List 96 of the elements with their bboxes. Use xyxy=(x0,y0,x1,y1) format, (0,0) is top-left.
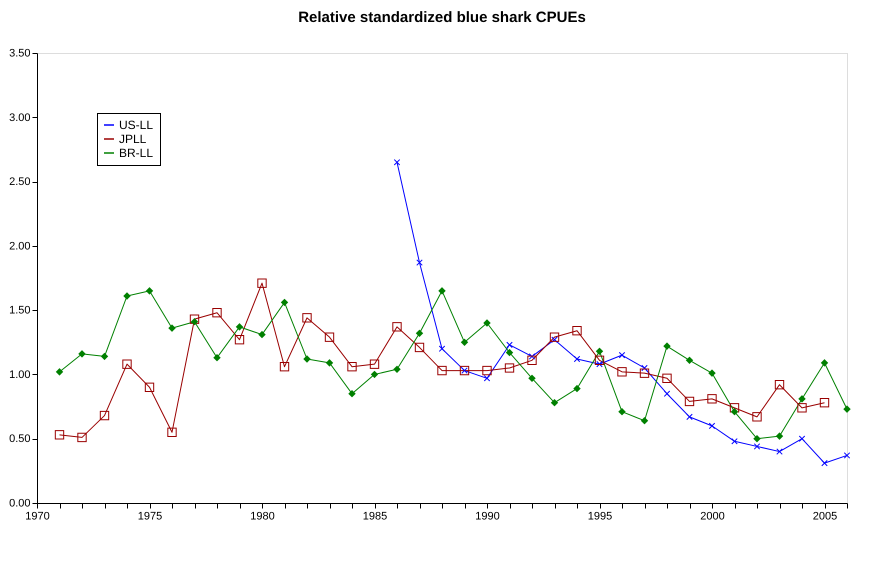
point xyxy=(664,390,670,397)
y-tick-label: 2.00 xyxy=(9,240,30,252)
x-tick-label: 2000 xyxy=(700,510,725,522)
legend-label: US-LL xyxy=(119,118,154,132)
point xyxy=(394,159,400,166)
point xyxy=(56,368,64,376)
point xyxy=(686,414,693,420)
point xyxy=(684,396,694,406)
point xyxy=(257,278,267,288)
point xyxy=(528,353,536,360)
y-tick-label: 3.00 xyxy=(9,112,30,124)
point xyxy=(123,292,131,300)
y-tick-label: 3.50 xyxy=(9,48,30,60)
point xyxy=(821,460,828,466)
point xyxy=(506,342,513,348)
point xyxy=(504,363,514,373)
point xyxy=(190,314,200,324)
point xyxy=(78,350,86,358)
point xyxy=(347,362,357,372)
point xyxy=(437,366,447,376)
point xyxy=(370,359,380,369)
point xyxy=(776,448,783,455)
point xyxy=(234,335,244,344)
point xyxy=(303,355,311,363)
point xyxy=(258,330,266,338)
point xyxy=(122,359,132,369)
point xyxy=(708,422,716,430)
point xyxy=(641,364,648,372)
point xyxy=(483,319,491,327)
point xyxy=(392,322,402,332)
point xyxy=(662,374,672,383)
x-tick-label: 1985 xyxy=(362,510,388,522)
point xyxy=(640,368,650,378)
point xyxy=(617,367,627,377)
legend-label: JPLL xyxy=(119,132,147,146)
point xyxy=(167,428,177,437)
x-tick-label: 1980 xyxy=(250,510,275,522)
point xyxy=(54,430,64,440)
point xyxy=(572,326,582,336)
point xyxy=(168,324,176,332)
point xyxy=(324,332,334,342)
point xyxy=(798,435,806,442)
point xyxy=(797,403,807,413)
point xyxy=(212,308,222,318)
y-tick-label: 0.00 xyxy=(9,498,30,510)
point xyxy=(100,352,108,360)
point xyxy=(707,394,717,404)
x-tick-label: 2005 xyxy=(812,510,838,522)
y-tick-label: 0.50 xyxy=(9,433,30,446)
legend-label: BR-LL xyxy=(119,146,154,160)
point xyxy=(280,362,290,372)
point xyxy=(843,405,851,413)
point xyxy=(551,336,558,343)
point xyxy=(438,287,446,295)
point xyxy=(416,259,423,266)
point xyxy=(820,398,830,408)
point xyxy=(573,384,581,392)
point xyxy=(484,375,490,382)
point xyxy=(574,356,580,362)
chart-title: Relative standardized blue shark CPUEs xyxy=(298,9,586,26)
x-tick-label: 1970 xyxy=(25,510,50,522)
point xyxy=(438,345,446,352)
point xyxy=(798,395,806,403)
point xyxy=(594,356,604,365)
point xyxy=(326,359,334,367)
point xyxy=(730,403,740,413)
point xyxy=(820,359,828,367)
point xyxy=(100,410,110,420)
point xyxy=(527,356,537,365)
point xyxy=(663,342,671,350)
y-tick-label: 2.50 xyxy=(9,176,30,188)
point xyxy=(618,352,626,358)
point xyxy=(506,348,514,356)
x-tick-label: 1995 xyxy=(588,510,612,522)
point xyxy=(550,332,560,342)
point xyxy=(731,438,738,445)
point xyxy=(482,366,492,376)
point xyxy=(146,287,154,295)
point xyxy=(236,323,244,331)
point xyxy=(752,412,762,422)
point xyxy=(774,380,784,390)
x-tick-label: 1975 xyxy=(138,510,162,522)
point xyxy=(77,432,87,442)
y-tick-label: 1.50 xyxy=(9,304,30,317)
point xyxy=(708,369,716,377)
point xyxy=(280,298,288,306)
point xyxy=(776,432,784,440)
point xyxy=(302,313,312,323)
y-tick-label: 1.00 xyxy=(9,368,30,381)
point xyxy=(414,342,424,352)
x-tick-label: 1990 xyxy=(475,510,500,522)
point xyxy=(754,443,760,450)
point xyxy=(844,452,850,459)
point xyxy=(596,360,603,368)
point xyxy=(370,370,378,378)
point xyxy=(144,382,154,392)
